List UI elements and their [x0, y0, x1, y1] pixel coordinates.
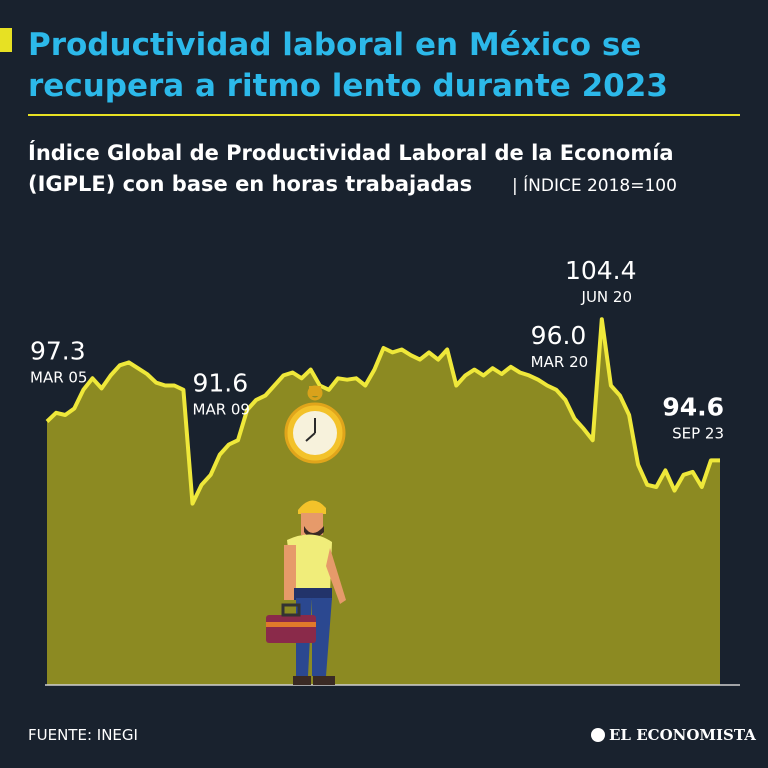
value-label: 96.0: [531, 321, 587, 350]
value-label: 91.6: [193, 369, 249, 398]
date-label: MAR 05: [30, 368, 87, 386]
subtitle: (IGPLE) con base en horas trabajadas: [28, 172, 472, 196]
plot-area: 97.3 MAR 05 91.6 MAR 09 96.0 MAR 20 104.4 JUN 2…: [30, 256, 724, 685]
worker-illustration: [266, 500, 346, 685]
unit-label: | ÍNDICE 2018=100: [512, 174, 677, 196]
date-label: SEP 23: [672, 424, 724, 442]
stopwatch-illustration: [284, 385, 346, 464]
chart-title: Productividad laboral en México se: [28, 27, 641, 63]
value-label: 97.3: [30, 336, 86, 365]
source: FUENTE: INEGI: [28, 726, 138, 744]
date-label: JUN 20: [581, 288, 632, 306]
chart-title: recupera a ritmo lento durante 2023: [28, 68, 668, 104]
date-label: MAR 20: [531, 353, 588, 371]
subtitle: Índice Global de Productividad Laboral d…: [28, 140, 674, 165]
value-label: 94.6: [662, 392, 724, 421]
line: [45, 317, 720, 506]
area: [47, 319, 720, 685]
value-label: 104.4: [565, 256, 637, 285]
brand-logo: [591, 728, 605, 742]
brand: EL ECONOMISTA: [609, 726, 756, 744]
date-label: MAR 09: [193, 401, 250, 419]
accent-bar: [0, 28, 12, 52]
